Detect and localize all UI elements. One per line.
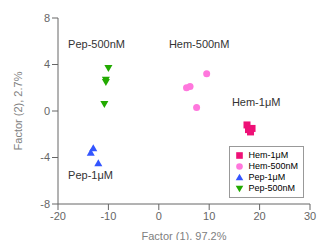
svg-text:8: 8 — [44, 12, 50, 24]
svg-text:0: 0 — [156, 210, 162, 222]
svg-text:Factor (2), 2.7%: Factor (2), 2.7% — [12, 71, 24, 150]
svg-text:-10: -10 — [100, 210, 116, 222]
svg-text:0: 0 — [44, 105, 50, 117]
html-text:Hem-500nM: Hem-500nM — [248, 161, 298, 171]
svg-text:-8: -8 — [40, 198, 50, 210]
svg-text:30: 30 — [304, 210, 316, 222]
svg-text:-20: -20 — [50, 210, 66, 222]
svg-text:Hem-500nM: Hem-500nM — [169, 38, 230, 50]
svg-text:-4: -4 — [40, 151, 50, 163]
svg-text:Factor (1), 97.2%: Factor (1), 97.2% — [142, 230, 227, 240]
svg-text:Pep-500nM: Pep-500nM — [68, 38, 125, 50]
svg-text:Hem-1μM: Hem-1μM — [232, 96, 281, 108]
html-text:Pep-1μM: Pep-1μM — [248, 172, 286, 182]
html-text:Pep-500nM: Pep-500nM — [248, 183, 295, 193]
html-text:Hem-1μM: Hem-1μM — [248, 150, 289, 160]
svg-text:10: 10 — [203, 210, 215, 222]
svg-text:20: 20 — [253, 210, 265, 222]
svg-text:Pep-1μM: Pep-1μM — [68, 169, 113, 181]
svg-text:4: 4 — [44, 58, 50, 70]
